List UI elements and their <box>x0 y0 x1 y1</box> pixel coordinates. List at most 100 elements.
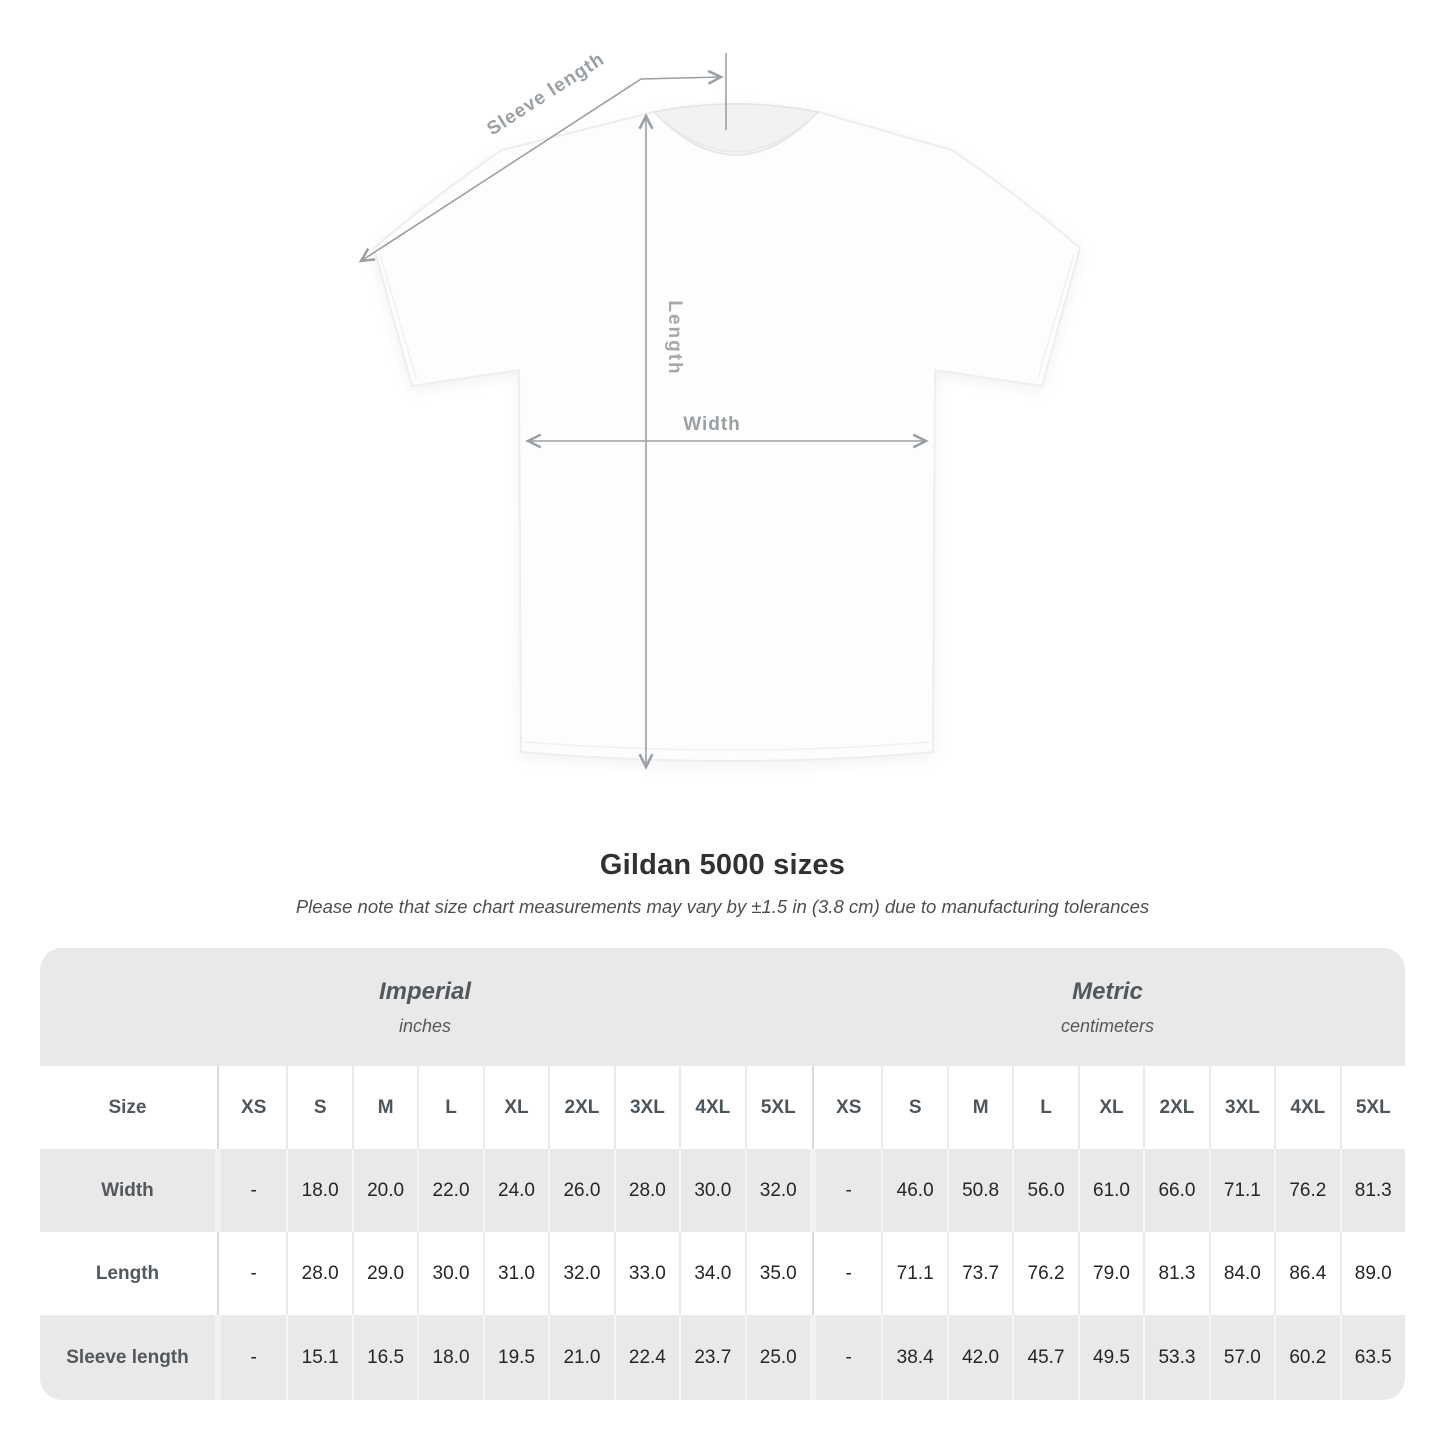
table-row-width: Width - 18.0 20.0 22.0 24.0 26.0 28.0 30… <box>40 1149 1405 1232</box>
cell: 84.0 <box>1208 1232 1274 1315</box>
cell: 30.0 <box>417 1232 482 1315</box>
size-col-header: XL <box>1077 1066 1143 1149</box>
size-col-header: XS <box>241 1096 267 1118</box>
size-col-header: M <box>946 1066 1012 1149</box>
size-col-header: 5XL <box>744 1066 810 1149</box>
cell: 16.5 <box>351 1315 417 1400</box>
cell: - <box>845 1346 852 1368</box>
cell: 22.4 <box>613 1315 679 1400</box>
sleeve-length-arrow <box>358 69 724 263</box>
cell: 20.0 <box>351 1149 417 1232</box>
cell: 89.0 <box>1339 1232 1405 1315</box>
cell: 86.4 <box>1274 1232 1339 1315</box>
length-label: Length <box>664 300 685 375</box>
column-divider <box>809 1315 816 1400</box>
cell: 21.0 <box>548 1315 613 1400</box>
column-divider <box>215 1066 221 1149</box>
cell: 71.1 <box>881 1232 946 1315</box>
cell: 76.2 <box>1274 1149 1339 1232</box>
cell: 71.1 <box>1208 1149 1274 1232</box>
cell: 30.0 <box>679 1149 744 1232</box>
cell: 42.0 <box>946 1315 1012 1400</box>
cell: 45.7 <box>1012 1315 1077 1400</box>
page-title: Gildan 5000 sizes <box>599 849 846 881</box>
column-divider <box>809 1232 816 1315</box>
cell: 73.7 <box>946 1232 1012 1315</box>
cell: 35.0 <box>744 1232 810 1315</box>
size-col-header: 3XL <box>613 1066 679 1149</box>
size-col-header: 3XL <box>1208 1066 1274 1149</box>
metric-group-header: Metric centimeters <box>810 948 1405 1066</box>
column-divider <box>809 1066 816 1149</box>
size-col-header: 4XL <box>1274 1066 1339 1149</box>
row-label: Length <box>95 1262 160 1284</box>
cell: 32.0 <box>744 1149 810 1232</box>
column-divider <box>809 1149 816 1232</box>
cell: 26.0 <box>548 1149 613 1232</box>
imperial-group-header: Imperial inches <box>40 948 810 1066</box>
size-col-header: L <box>1012 1066 1077 1149</box>
cell: 32.0 <box>548 1232 613 1315</box>
cell: 50.8 <box>946 1149 1012 1232</box>
size-col-header: L <box>417 1066 482 1149</box>
cell: 63.5 <box>1339 1315 1405 1400</box>
table-row-length: Length - 28.0 29.0 30.0 31.0 32.0 33.0 3… <box>40 1232 1405 1315</box>
row-label: Sleeve length <box>66 1346 189 1368</box>
tshirt-measurement-diagram: Sleeve length Length Width <box>358 49 1082 770</box>
cell: 53.3 <box>1143 1315 1208 1400</box>
cell: 81.3 <box>1339 1149 1405 1232</box>
cell: 33.0 <box>613 1232 679 1315</box>
size-col-header: 5XL <box>1339 1066 1405 1149</box>
metric-title: Metric <box>1072 977 1143 1005</box>
cell: 28.0 <box>613 1149 679 1232</box>
table-row-sleeve-length: Sleeve length - 15.1 16.5 18.0 19.5 21.0… <box>40 1315 1405 1400</box>
column-divider <box>215 1149 221 1232</box>
cell: 56.0 <box>1012 1149 1077 1232</box>
size-table: Imperial inches Metric centimeters Size … <box>40 948 1405 1400</box>
size-col-header: 4XL <box>679 1066 744 1149</box>
sleeve-length-label: Sleeve length <box>483 49 608 140</box>
cell: 19.5 <box>482 1315 548 1400</box>
cell: 25.0 <box>744 1315 810 1400</box>
size-col-header: 2XL <box>548 1066 613 1149</box>
cell: 49.5 <box>1077 1315 1143 1400</box>
cell: 38.4 <box>881 1315 946 1400</box>
cell: 61.0 <box>1077 1149 1143 1232</box>
cell: 23.7 <box>679 1315 744 1400</box>
metric-unit: centimeters <box>1060 1015 1155 1036</box>
cell: 34.0 <box>679 1232 744 1315</box>
cell: - <box>250 1346 257 1368</box>
column-divider <box>215 1232 221 1315</box>
cell: - <box>250 1179 257 1201</box>
cell: 29.0 <box>351 1232 417 1315</box>
cell: 18.0 <box>417 1315 482 1400</box>
cell: 46.0 <box>881 1149 946 1232</box>
cell: 81.3 <box>1143 1232 1208 1315</box>
tolerance-note: Please note that size chart measurements… <box>295 896 1150 917</box>
cell: - <box>250 1262 257 1284</box>
size-col-header: S <box>881 1066 946 1149</box>
size-col-header: XL <box>482 1066 548 1149</box>
size-col-header: M <box>351 1066 417 1149</box>
unit-group-header: Imperial inches Metric centimeters <box>40 948 1405 1066</box>
cell: - <box>845 1179 852 1201</box>
size-header: Size <box>108 1096 147 1118</box>
row-label: Width <box>101 1179 154 1201</box>
cell: 60.2 <box>1274 1315 1339 1400</box>
width-label: Width <box>683 414 741 435</box>
cell: 18.0 <box>286 1149 351 1232</box>
cell: - <box>845 1262 852 1284</box>
cell: 66.0 <box>1143 1149 1208 1232</box>
cell: 15.1 <box>286 1315 351 1400</box>
cell: 22.0 <box>417 1149 482 1232</box>
size-col-header: 2XL <box>1143 1066 1208 1149</box>
cell: 31.0 <box>482 1232 548 1315</box>
cell: 28.0 <box>286 1232 351 1315</box>
size-col-header: XS <box>836 1096 862 1118</box>
column-divider <box>215 1315 221 1400</box>
size-col-header: S <box>286 1066 351 1149</box>
cell: 24.0 <box>482 1149 548 1232</box>
imperial-unit: inches <box>398 1015 452 1036</box>
size-header-row: Size XS S M L XL 2XL 3XL 4XL 5XL XS S M … <box>40 1066 1405 1149</box>
cell: 79.0 <box>1077 1232 1143 1315</box>
